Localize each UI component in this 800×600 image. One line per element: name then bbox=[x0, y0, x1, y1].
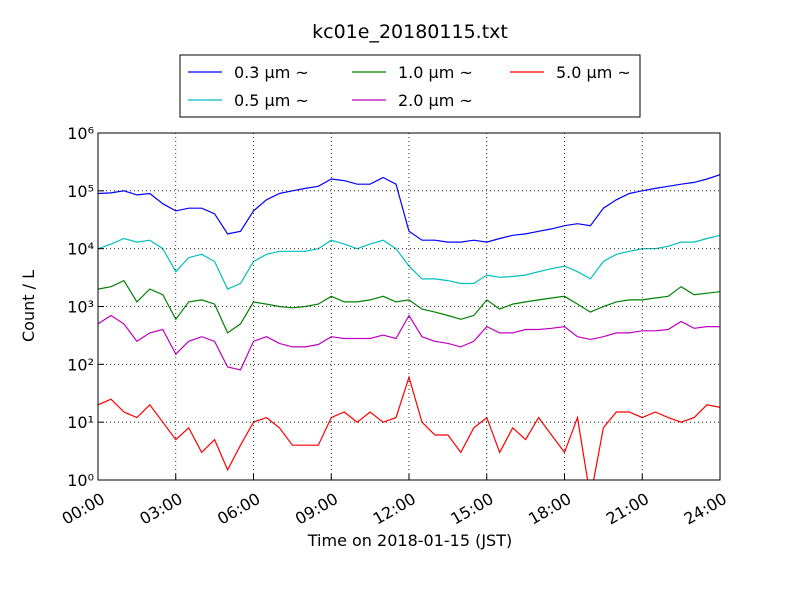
legend-label: 0.3 μm ~ bbox=[234, 63, 309, 82]
y-tick-label: 10⁰ bbox=[67, 471, 94, 490]
y-tick-label: 10¹ bbox=[67, 413, 94, 432]
x-tick-label: 09:00 bbox=[292, 489, 341, 529]
x-tick-label: 15:00 bbox=[447, 489, 496, 529]
x-axis-label: Time on 2018-01-15 (JST) bbox=[307, 531, 512, 550]
series-line bbox=[98, 234, 720, 290]
chart-title: kc01e_20180115.txt bbox=[312, 21, 508, 43]
series-line bbox=[98, 174, 720, 243]
x-tick-label: 12:00 bbox=[370, 489, 419, 529]
y-tick-label: 10² bbox=[67, 355, 94, 374]
x-tick-label: 00:00 bbox=[59, 489, 108, 529]
y-axis-label: Count / L bbox=[19, 270, 38, 342]
plot-lines bbox=[98, 174, 720, 480]
x-tick-label: 03:00 bbox=[136, 489, 185, 529]
x-tick-label: 21:00 bbox=[603, 489, 652, 529]
legend-label: 1.0 μm ~ bbox=[398, 63, 473, 82]
y-tick-label: 10⁴ bbox=[67, 240, 94, 259]
y-tick-label: 10⁶ bbox=[67, 124, 94, 143]
legend bbox=[179, 54, 641, 118]
x-tick-label: 18:00 bbox=[525, 489, 574, 529]
series-line bbox=[98, 279, 720, 334]
x-tick-label: 24:00 bbox=[681, 489, 730, 529]
legend-label: 0.5 μm ~ bbox=[234, 91, 309, 110]
legend-label: 2.0 μm ~ bbox=[398, 91, 473, 110]
x-tick-label: 06:00 bbox=[214, 489, 263, 529]
series-line bbox=[98, 314, 720, 371]
y-tick-label: 10³ bbox=[67, 298, 94, 317]
legend-label: 5.0 μm ~ bbox=[556, 63, 631, 82]
y-tick-label: 10⁵ bbox=[67, 182, 94, 201]
